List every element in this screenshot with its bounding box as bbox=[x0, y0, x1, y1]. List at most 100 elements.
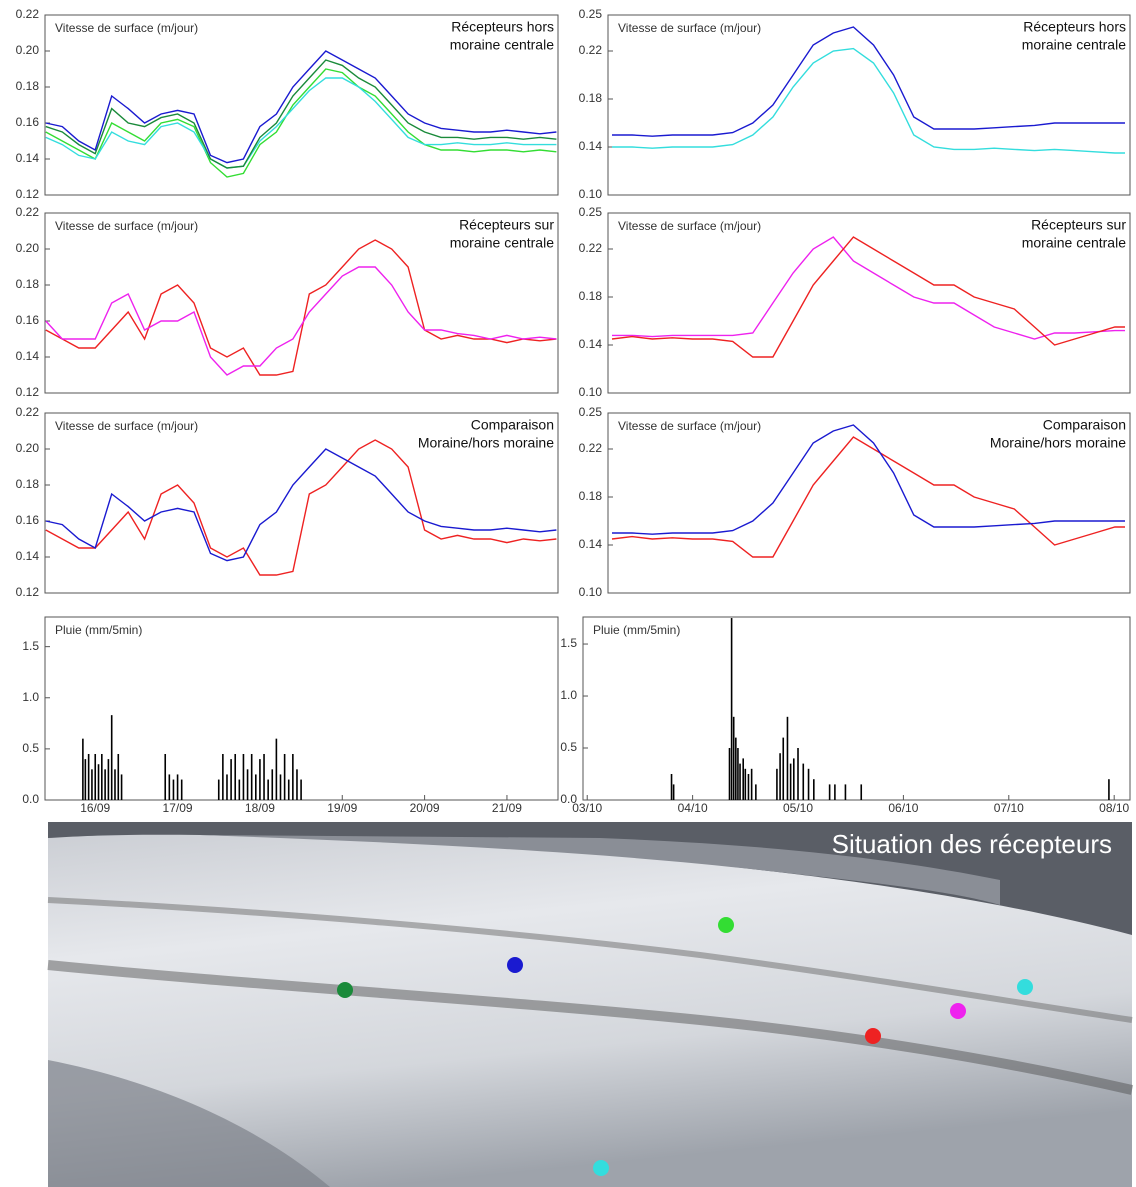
bar bbox=[292, 753, 294, 800]
annotation: moraine centrale bbox=[450, 235, 554, 251]
y-axis-label: Vitesse de surface (m/jour) bbox=[618, 419, 761, 433]
ridge bbox=[200, 835, 1000, 905]
y-tick-label: 0.25 bbox=[579, 405, 603, 419]
y-tick-label: 0.14 bbox=[16, 549, 40, 563]
y-tick-label: 0.16 bbox=[16, 313, 40, 327]
bar bbox=[828, 784, 831, 800]
bar bbox=[176, 774, 179, 800]
y-axis-label: Pluie (mm/5min) bbox=[593, 623, 680, 637]
y-tick-label: 0.10 bbox=[579, 187, 603, 201]
y-axis-label: Vitesse de surface (m/jour) bbox=[55, 21, 198, 35]
y-tick-label: 1.5 bbox=[22, 639, 39, 653]
x-tick-label: 17/09 bbox=[163, 801, 193, 815]
y-tick-label: 0.20 bbox=[16, 43, 40, 57]
annotation: Moraine/hors moraine bbox=[990, 435, 1126, 451]
annotation: Moraine/hors moraine bbox=[418, 435, 554, 451]
plot-frame bbox=[44, 412, 559, 594]
y-tick-label: 0.18 bbox=[16, 277, 40, 291]
y-tick-label: 0.25 bbox=[579, 7, 603, 21]
y-tick-label: 0.25 bbox=[579, 205, 603, 219]
x-tick-label: 08/10 bbox=[1099, 801, 1129, 815]
bar bbox=[238, 779, 241, 800]
receiver-dot bbox=[950, 1003, 966, 1019]
y-tick-label: 0.16 bbox=[16, 513, 40, 527]
y-axis-label: Vitesse de surface (m/jour) bbox=[618, 21, 761, 35]
crevasses bbox=[48, 1060, 330, 1187]
series-line bbox=[45, 77, 557, 169]
y-tick-label: 0.14 bbox=[579, 537, 603, 551]
bar bbox=[234, 753, 237, 800]
bar bbox=[744, 768, 747, 800]
bar bbox=[782, 737, 785, 800]
bar bbox=[107, 759, 110, 800]
annotation: Comparaison bbox=[471, 417, 554, 433]
bar bbox=[172, 779, 175, 800]
bar bbox=[1108, 779, 1110, 800]
bar bbox=[242, 753, 245, 800]
x-tick-label: 16/09 bbox=[80, 801, 110, 815]
bar bbox=[807, 768, 810, 800]
y-tick-label: 0.10 bbox=[579, 585, 603, 599]
receiver-dot bbox=[865, 1028, 881, 1044]
bar bbox=[834, 784, 836, 800]
series-line bbox=[612, 236, 1125, 340]
y-tick-label: 0.14 bbox=[579, 337, 603, 351]
bar bbox=[747, 774, 750, 800]
series-line bbox=[45, 59, 557, 169]
y-tick-label: 0.18 bbox=[579, 91, 603, 105]
bar bbox=[776, 768, 778, 800]
bar bbox=[789, 763, 792, 800]
bar bbox=[168, 774, 171, 800]
bar bbox=[792, 758, 795, 800]
bar bbox=[755, 784, 757, 800]
y-tick-label: 1.0 bbox=[560, 688, 577, 702]
y-tick-label: 0.22 bbox=[16, 405, 40, 419]
y-tick-label: 0.12 bbox=[16, 385, 40, 399]
x-tick-label: 21/09 bbox=[492, 801, 522, 815]
bar bbox=[180, 779, 183, 800]
bar bbox=[786, 716, 789, 800]
x-tick-label: 04/10 bbox=[678, 801, 708, 815]
receiver-dot bbox=[1017, 979, 1033, 995]
receiver-dot bbox=[718, 917, 734, 933]
bar bbox=[742, 758, 745, 800]
bar bbox=[860, 784, 863, 800]
y-tick-label: 0.18 bbox=[16, 477, 40, 491]
bar bbox=[287, 779, 290, 800]
plot-frame bbox=[607, 412, 1131, 594]
x-tick-label: 06/10 bbox=[888, 801, 918, 815]
bar bbox=[104, 769, 106, 800]
moraine-band bbox=[47, 960, 1134, 1095]
bar bbox=[271, 769, 274, 800]
annotation: Récepteurs sur bbox=[1031, 217, 1126, 233]
y-tick-label: 0.22 bbox=[579, 241, 603, 255]
series-line bbox=[45, 266, 557, 376]
annotation: moraine centrale bbox=[1022, 235, 1126, 251]
bar bbox=[82, 738, 84, 800]
plot-frame bbox=[582, 616, 1131, 801]
x-tick-label: 05/10 bbox=[783, 801, 813, 815]
x-tick-label: 18/09 bbox=[245, 801, 275, 815]
plot-frame bbox=[44, 616, 559, 801]
bar bbox=[728, 748, 731, 800]
bar bbox=[87, 753, 90, 800]
bar bbox=[779, 753, 781, 800]
plot-frame bbox=[44, 212, 559, 394]
y-tick-label: 0.16 bbox=[16, 115, 40, 129]
series-line bbox=[45, 50, 557, 164]
bar bbox=[164, 753, 167, 800]
bar bbox=[246, 769, 249, 800]
bar bbox=[672, 784, 675, 800]
y-tick-label: 1.5 bbox=[560, 636, 577, 650]
bar bbox=[275, 738, 278, 800]
y-tick-label: 0.18 bbox=[579, 289, 603, 303]
y-tick-label: 0.12 bbox=[16, 187, 40, 201]
bar bbox=[259, 759, 261, 800]
bar bbox=[120, 774, 123, 800]
mountain bbox=[48, 822, 1132, 935]
series-line bbox=[45, 68, 557, 178]
bar bbox=[254, 774, 257, 800]
series-line bbox=[612, 424, 1125, 535]
annotation: moraine centrale bbox=[1022, 37, 1126, 53]
